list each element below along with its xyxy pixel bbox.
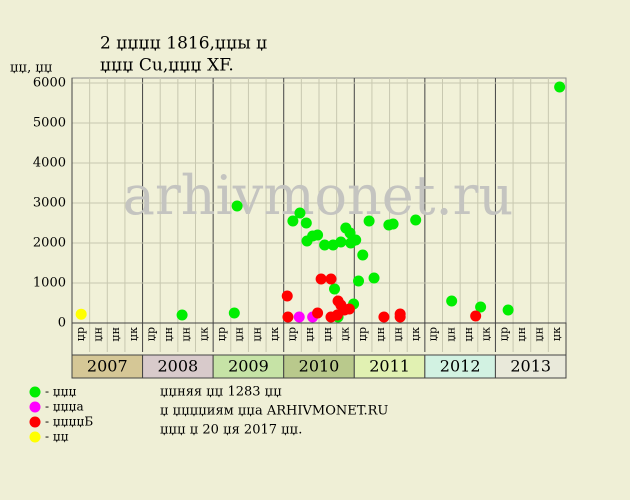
quarter-label: џн [233, 327, 246, 342]
y-axis-label: џџ, џџ [10, 61, 53, 76]
legend-marker [29, 386, 41, 398]
quarter-label: џр [144, 327, 157, 341]
quarter-label: џн [180, 327, 193, 342]
point [315, 273, 327, 285]
legend-marker [29, 401, 41, 413]
year-cell [494, 354, 567, 379]
quarter-label: џн [91, 327, 104, 342]
year-label: 2009 [228, 357, 269, 376]
point [319, 239, 331, 251]
point [293, 311, 305, 323]
legend-marker [29, 431, 41, 443]
point [378, 311, 390, 323]
point [312, 307, 324, 319]
point [300, 217, 312, 229]
legend-label: - џџџ [45, 385, 77, 399]
watermark: arhivmonet.ru [123, 164, 513, 227]
point [470, 310, 482, 322]
year-label: 2007 [87, 357, 128, 376]
point [325, 273, 337, 285]
legend-label: - џџ [45, 430, 69, 444]
point [294, 207, 306, 219]
y-tick-label: 5000 [33, 116, 66, 131]
y-tick-label: 6000 [33, 76, 66, 91]
quarter-label: џр [497, 327, 510, 341]
point [231, 200, 243, 212]
y-tick-label: 0 [58, 316, 66, 331]
point [329, 283, 341, 295]
quarter-label: џн [109, 327, 122, 342]
year-label: 2008 [157, 357, 198, 376]
quarter-label: џн [462, 327, 475, 342]
quarter-label: џк [268, 327, 281, 341]
point [446, 295, 458, 307]
point [502, 304, 514, 316]
quarter-label: џн [444, 327, 457, 342]
quarter-label: џр [215, 327, 228, 341]
quarter-label: џк [338, 327, 351, 341]
quarter-label: џр [74, 327, 87, 341]
legend-label: - џџџџБ [45, 415, 93, 429]
point [282, 311, 294, 323]
point [363, 215, 375, 227]
point [554, 81, 566, 93]
year-label: 2012 [440, 357, 481, 376]
y-tick-label: 3000 [33, 196, 66, 211]
quarter-label: џк [480, 327, 493, 341]
point [368, 272, 380, 284]
point [312, 229, 324, 241]
chart-subtitle: џџџ Cu,џџџ XF. [100, 56, 234, 76]
quarter-label: џр [427, 327, 440, 341]
quarter-label: џр [286, 327, 299, 341]
quarter-label: џн [374, 327, 387, 342]
year-label: 2011 [369, 357, 410, 376]
point [410, 214, 422, 226]
quarter-label: џн [515, 327, 528, 342]
point [350, 234, 362, 246]
quarter-label: џн [321, 327, 334, 342]
quarter-label: џр [356, 327, 369, 341]
note: џ џџџџиям џџа ARHIVMONET.RU [160, 404, 388, 419]
point [353, 275, 365, 287]
quarter-label: џн [533, 327, 546, 342]
point [281, 290, 293, 302]
point [343, 303, 355, 315]
quarter-label: џн [391, 327, 404, 342]
point [357, 249, 369, 261]
quarter-label: џк [550, 327, 563, 341]
legend-label: - џџџа [45, 400, 84, 414]
point [387, 218, 399, 230]
point [287, 215, 299, 227]
legend-marker [29, 416, 41, 428]
point [335, 236, 347, 248]
quarter-label: џк [127, 327, 140, 341]
year-label: 2010 [299, 357, 340, 376]
point [176, 309, 188, 321]
quarter-label: џн [250, 327, 263, 342]
point [394, 308, 406, 320]
y-tick-label: 2000 [33, 236, 66, 251]
note: џџняя џџ 1283 џџ [160, 385, 282, 400]
quarter-label: џн [162, 327, 175, 342]
y-tick-label: 4000 [33, 156, 66, 171]
quarter-label: џн [303, 327, 316, 342]
point [75, 308, 87, 320]
chart-title: 2 џџџџ 1816,џџы џ [100, 34, 267, 54]
point [475, 301, 487, 313]
quarter-label: џк [197, 327, 210, 341]
note: џџџ џ 20 џя 2017 џџ. [160, 423, 302, 438]
year-label: 2013 [510, 357, 551, 376]
y-tick-label: 1000 [33, 276, 66, 291]
point [228, 307, 240, 319]
quarter-label: џк [409, 327, 422, 341]
